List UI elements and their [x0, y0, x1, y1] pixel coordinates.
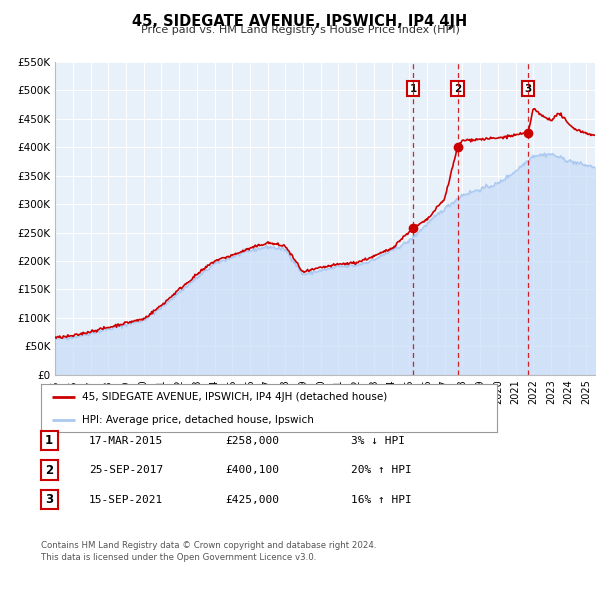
Text: Price paid vs. HM Land Registry's House Price Index (HPI): Price paid vs. HM Land Registry's House … [140, 25, 460, 35]
Text: 17-MAR-2015: 17-MAR-2015 [89, 436, 163, 445]
Text: £400,100: £400,100 [225, 466, 279, 475]
Text: 2: 2 [454, 84, 461, 94]
Text: This data is licensed under the Open Government Licence v3.0.: This data is licensed under the Open Gov… [41, 553, 316, 562]
Text: 1: 1 [409, 84, 416, 94]
Text: 3% ↓ HPI: 3% ↓ HPI [351, 436, 405, 445]
Text: 20% ↑ HPI: 20% ↑ HPI [351, 466, 412, 475]
Text: 1: 1 [45, 434, 53, 447]
Text: 45, SIDEGATE AVENUE, IPSWICH, IP4 4JH: 45, SIDEGATE AVENUE, IPSWICH, IP4 4JH [133, 14, 467, 28]
Text: Contains HM Land Registry data © Crown copyright and database right 2024.: Contains HM Land Registry data © Crown c… [41, 541, 376, 550]
Text: 16% ↑ HPI: 16% ↑ HPI [351, 495, 412, 504]
Text: 25-SEP-2017: 25-SEP-2017 [89, 466, 163, 475]
Text: £425,000: £425,000 [225, 495, 279, 504]
Text: 2: 2 [45, 464, 53, 477]
Text: 45, SIDEGATE AVENUE, IPSWICH, IP4 4JH (detached house): 45, SIDEGATE AVENUE, IPSWICH, IP4 4JH (d… [82, 392, 387, 402]
Text: 15-SEP-2021: 15-SEP-2021 [89, 495, 163, 504]
Text: HPI: Average price, detached house, Ipswich: HPI: Average price, detached house, Ipsw… [82, 415, 314, 425]
Text: 3: 3 [524, 84, 532, 94]
Text: £258,000: £258,000 [225, 436, 279, 445]
Text: 3: 3 [45, 493, 53, 506]
